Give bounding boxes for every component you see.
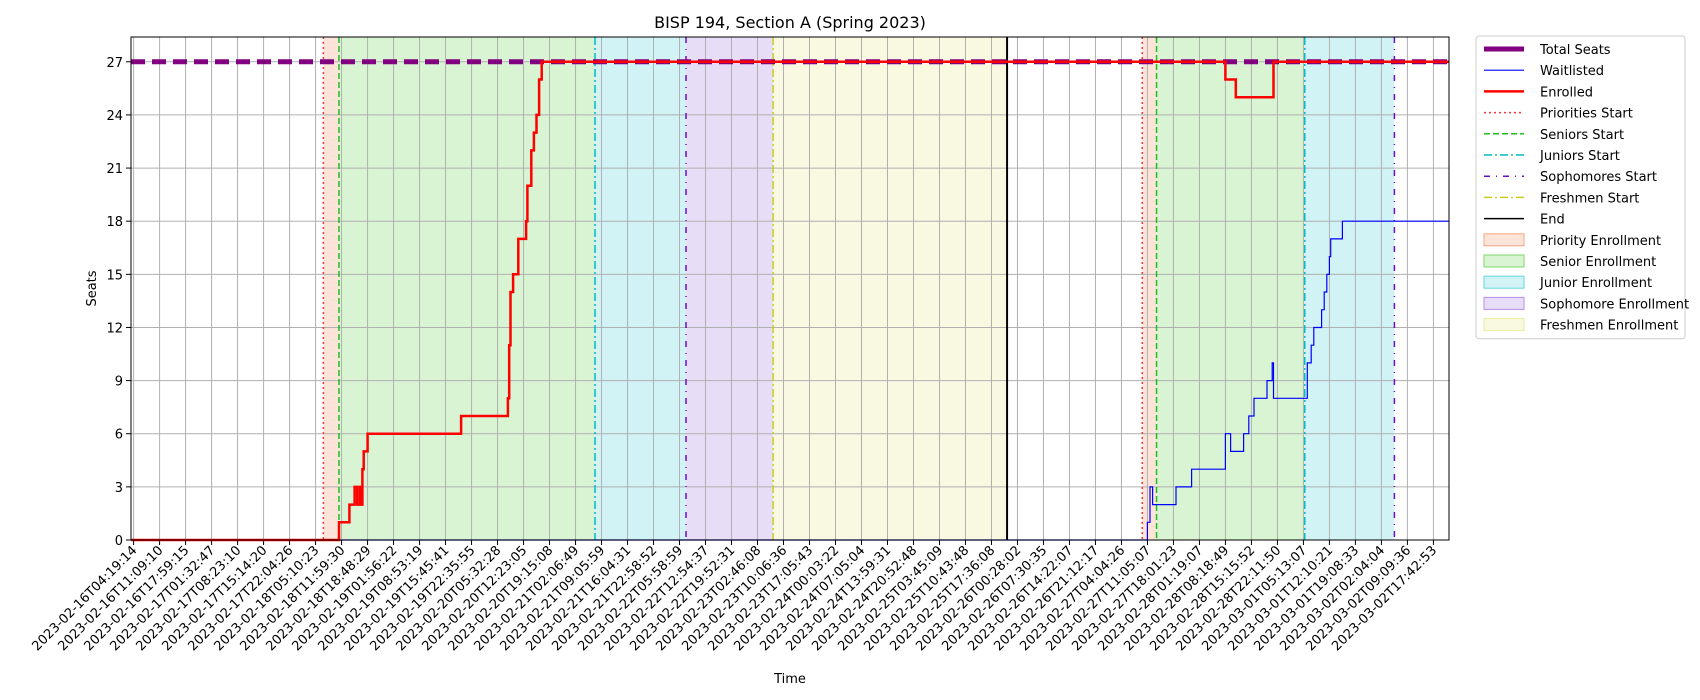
series-enrolled	[131, 60, 1449, 542]
series-lines	[131, 59, 1449, 542]
legend-label: Total Seats	[1539, 43, 1611, 58]
legend-label: Priority Enrollment	[1540, 234, 1661, 249]
legend-label: Freshmen Enrollment	[1540, 319, 1678, 334]
span-2	[595, 37, 687, 540]
y-tick-label: 0	[115, 534, 123, 549]
phase-start-lines	[322, 37, 1396, 540]
y-tick-label: 18	[106, 215, 123, 230]
enrollment-periods	[323, 37, 1395, 540]
y-tick-label: 6	[115, 428, 123, 443]
plot-frame	[130, 36, 1450, 541]
legend-label: Junior Enrollment	[1539, 276, 1652, 291]
span-0	[323, 37, 339, 540]
span-4	[773, 37, 1008, 540]
span-1	[338, 37, 596, 540]
legend-label: Seniors Start	[1540, 128, 1624, 143]
y-tick-label: 12	[106, 321, 123, 336]
legend-label: End	[1540, 213, 1565, 228]
y-axis-ticks: 0 3 6 9 12 15 18 21 24 27	[106, 56, 131, 549]
legend-label: Freshmen Start	[1540, 191, 1639, 206]
x-axis-ticks: 2023-02-16T04:19:142023-02-16T11:09:1020…	[29, 540, 1440, 654]
legend-swatch	[1483, 296, 1525, 310]
span-5	[1142, 37, 1157, 540]
series-waitlisted	[131, 220, 1449, 541]
y-axis-label: Seats	[85, 270, 100, 306]
legend-swatch	[1483, 275, 1525, 289]
legend-label: Sophomores Start	[1540, 170, 1657, 185]
span-6	[1156, 37, 1305, 540]
span-7	[1304, 37, 1395, 540]
x-axis-label: Time	[773, 672, 806, 687]
legend-label: Priorities Start	[1540, 107, 1633, 122]
y-tick-label: 15	[106, 268, 123, 283]
legend-swatch	[1483, 318, 1525, 332]
chart-title: BISP 194, Section A (Spring 2023)	[654, 13, 926, 32]
y-tick-label: 3	[115, 481, 123, 496]
legend-swatch	[1483, 254, 1525, 268]
y-tick-label: 27	[106, 56, 123, 71]
legend-label: Enrolled	[1540, 85, 1593, 100]
y-tick-label: 21	[106, 162, 123, 177]
legend-label: Senior Enrollment	[1540, 255, 1656, 270]
legend-label: Waitlisted	[1540, 64, 1604, 79]
legend-frame	[1475, 35, 1686, 340]
y-tick-label: 24	[106, 109, 123, 124]
legend-label: Sophomore Enrollment	[1540, 297, 1689, 312]
span-3	[686, 37, 774, 540]
y-tick-label: 9	[115, 375, 123, 390]
legend-swatch	[1483, 233, 1525, 247]
legend-label: Juniors Start	[1539, 149, 1620, 164]
legend: Total Seats Waitlisted Enrolled Priorities …	[1475, 35, 1689, 340]
